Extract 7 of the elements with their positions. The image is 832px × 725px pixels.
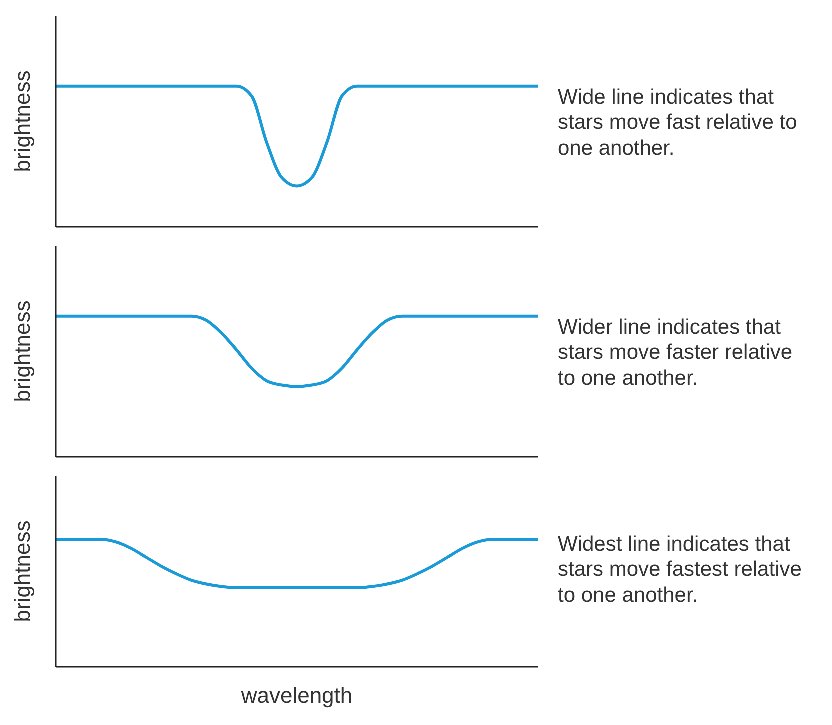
text: Wide line indicates that stars move fast relative to one another. xyxy=(558,85,798,161)
x-axis-title: wavelength xyxy=(240,683,353,708)
y-axis-title: brightness xyxy=(10,70,35,172)
y-axis-title: brightness xyxy=(10,300,35,402)
y-axis-title: brightness xyxy=(10,520,35,622)
text: Widest line indicates that stars move fastest relative to one another. xyxy=(558,532,803,608)
text: Wider line indicates that stars move faster relative to one another. xyxy=(558,315,794,391)
